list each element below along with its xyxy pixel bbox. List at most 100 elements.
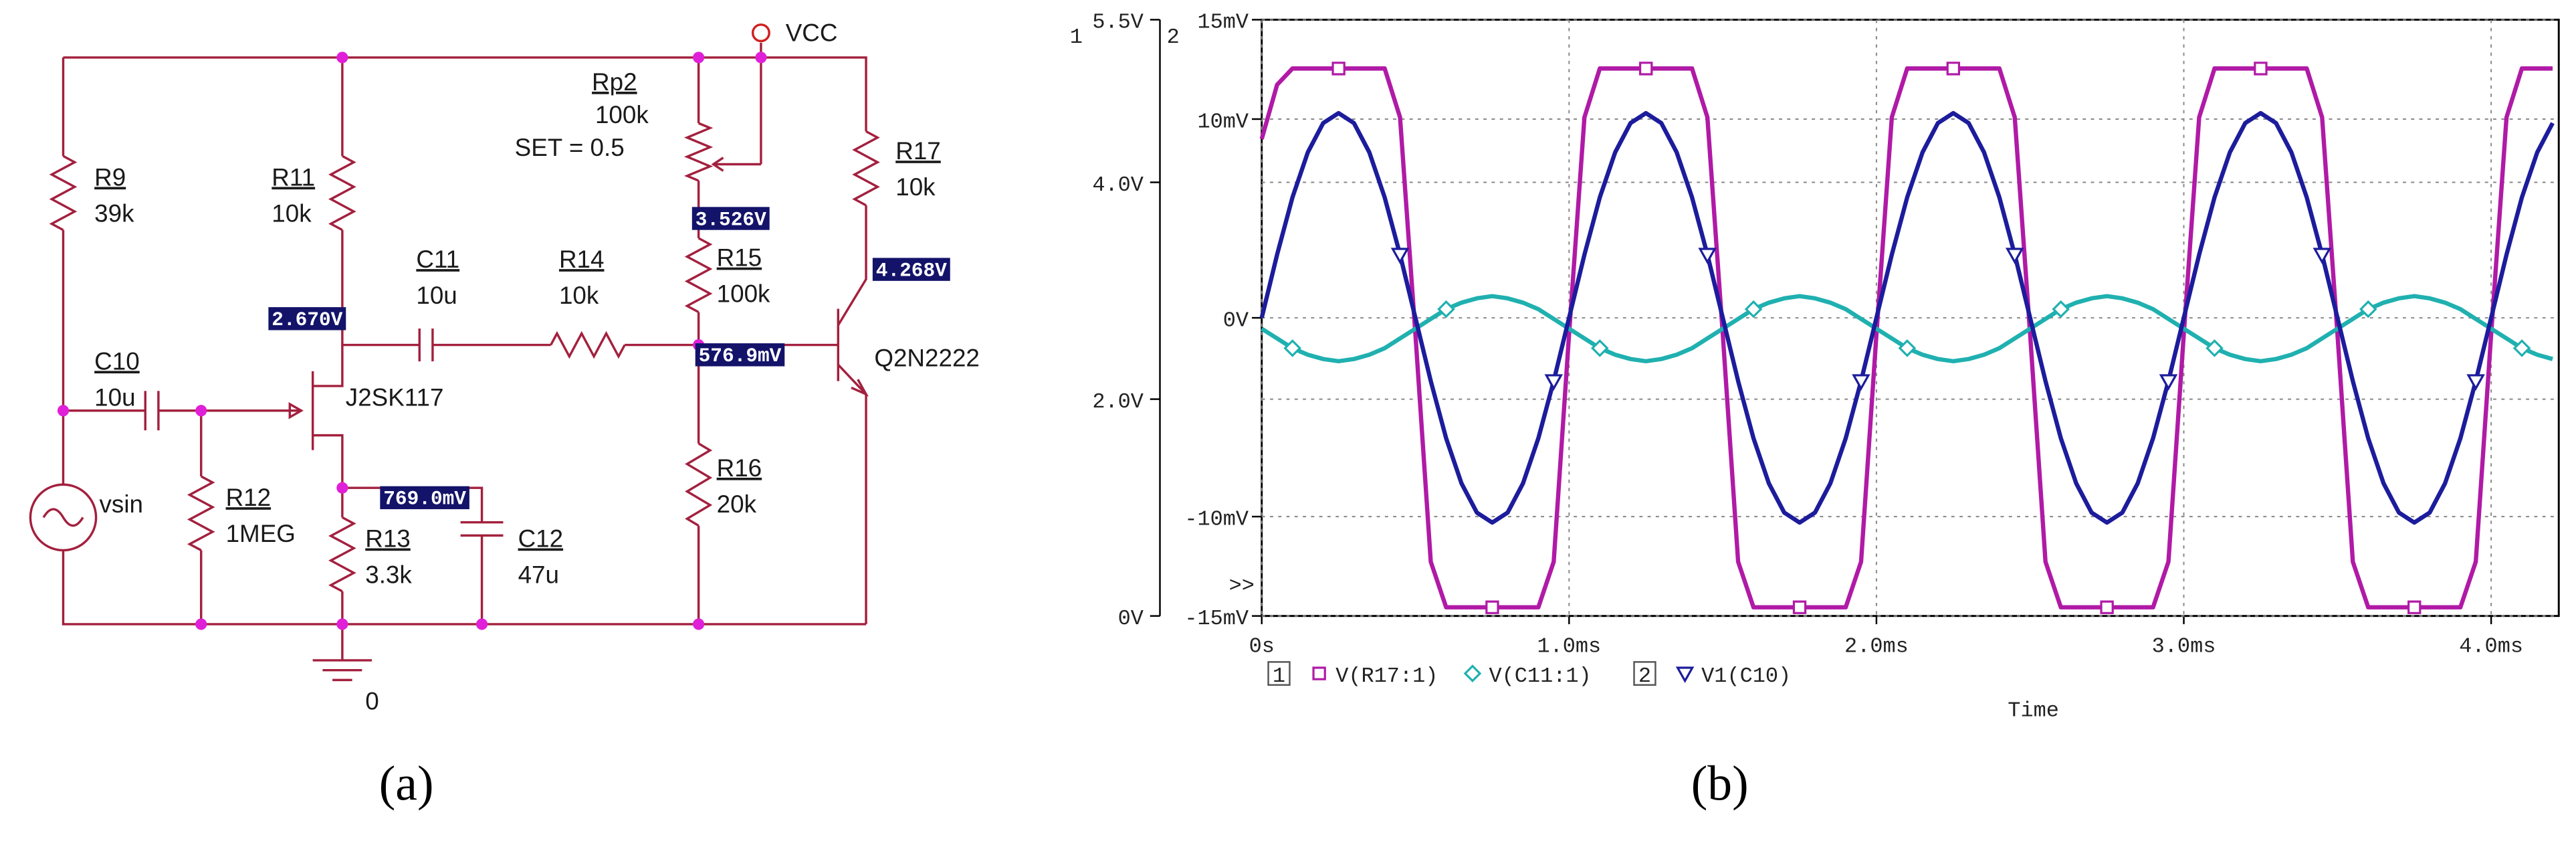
supply-label: VCC xyxy=(786,19,838,46)
source-label: vsin xyxy=(100,490,143,518)
junction xyxy=(475,618,488,630)
y-tick-label: 4.0V xyxy=(1092,173,1144,197)
legend-label: V(C11:1) xyxy=(1489,664,1591,688)
component-value: 39k xyxy=(94,199,134,227)
ground-label: 0 xyxy=(365,688,379,715)
node-voltage-box xyxy=(268,307,346,331)
y-tick-label: 5.5V xyxy=(1092,10,1144,35)
node-voltage-box xyxy=(872,258,950,281)
triangle-marker xyxy=(1544,374,1564,391)
component-ref: R9 xyxy=(94,163,126,191)
x-tick-label: 0s xyxy=(1249,634,1275,659)
diamond-marker xyxy=(2359,300,2377,318)
component-ref: R13 xyxy=(365,525,411,553)
triangle-marker xyxy=(2159,374,2178,391)
y-tick-label: 2.0V xyxy=(1092,389,1144,414)
component-ref: R15 xyxy=(717,244,762,272)
axis-id: 2 xyxy=(1167,25,1180,50)
legend-axis-id: 2 xyxy=(1638,664,1651,688)
diamond-marker xyxy=(2206,339,2224,357)
junction xyxy=(693,618,705,630)
waveform-plot: 0s 1.0ms 2.0ms 3.0ms 4.0ms 0V 2.0V 4.0V 5.5V -15m… xyxy=(1070,10,2560,723)
wire xyxy=(711,157,724,172)
wire xyxy=(851,379,869,397)
axis-id: 1 xyxy=(1070,25,1083,50)
component-ref: R12 xyxy=(226,484,272,511)
square-marker xyxy=(1331,62,1346,76)
node-voltage-box xyxy=(380,486,469,510)
component-value: 3.3k xyxy=(365,561,412,589)
voltage-source xyxy=(29,483,98,552)
component-value: 47u xyxy=(518,561,559,589)
y2-tick-label: -15mV xyxy=(1184,606,1249,631)
square-marker xyxy=(1639,62,1653,76)
square-marker xyxy=(2100,600,2114,614)
component-ref: R14 xyxy=(559,246,605,273)
node-voltage: 2.670V xyxy=(272,308,342,331)
series-line xyxy=(1259,110,2555,525)
component-ref: R16 xyxy=(717,454,762,482)
triangle-marker xyxy=(1852,374,1870,391)
component-value: 1MEG xyxy=(226,520,296,547)
triangle-marker xyxy=(2313,248,2332,264)
square-marker xyxy=(1312,666,1326,680)
resistor xyxy=(328,155,356,231)
component-value: 20k xyxy=(717,490,757,518)
x-tick-label: 1.0ms xyxy=(1537,634,1601,659)
y-tick-label: 0V xyxy=(1118,606,1144,631)
triangle-marker xyxy=(1698,248,1717,264)
legend-axis-box xyxy=(1267,661,1291,686)
series-line xyxy=(1259,66,2553,610)
wire xyxy=(312,434,344,518)
y2-tick-label: 0V xyxy=(1223,308,1249,333)
legend-axis-box xyxy=(1633,661,1656,686)
component-ref: C10 xyxy=(94,347,140,375)
component-ref: C12 xyxy=(518,525,564,553)
junction xyxy=(195,405,207,417)
y2-tick-label: 10mV xyxy=(1197,109,1249,134)
component-ref: R11 xyxy=(272,163,315,191)
resistor xyxy=(683,122,714,182)
component-value: 10k xyxy=(895,173,936,201)
node-voltage-box xyxy=(695,343,785,367)
diamond-marker xyxy=(2052,300,2070,318)
resistor xyxy=(550,331,626,359)
resistor xyxy=(187,475,215,551)
legend-label: V1(C10) xyxy=(1701,664,1791,688)
square-marker xyxy=(1792,600,1807,614)
resistor xyxy=(49,155,78,231)
overflow-mark: >> xyxy=(1229,573,1255,598)
component-ref: C11 xyxy=(416,246,459,273)
x-tick-label: 3.0ms xyxy=(2152,634,2216,659)
y2-tick-label: -10mV xyxy=(1184,506,1249,531)
component-value: 10k xyxy=(272,199,312,227)
component-value: 10u xyxy=(416,282,457,309)
component-value: 10k xyxy=(559,282,599,309)
square-marker xyxy=(1485,600,1499,614)
schematic: VCC 0 vsin J2SK117 Q2N2222 Rp2 100k SET = 0.5 R9… xyxy=(29,19,980,715)
junction xyxy=(57,405,70,417)
node-voltage: 4.268V xyxy=(876,259,947,282)
pot-setting: SET = 0.5 xyxy=(515,134,625,161)
square-marker xyxy=(1946,62,1961,76)
square-marker xyxy=(2254,62,2268,76)
node-voltage: 576.9mV xyxy=(699,345,782,367)
wire xyxy=(341,229,420,347)
resistor xyxy=(852,130,880,207)
wire xyxy=(63,56,867,132)
resistor xyxy=(685,442,713,527)
wire xyxy=(837,205,867,326)
vcc-terminal xyxy=(751,23,770,43)
wire xyxy=(837,363,867,624)
component-value: 10u xyxy=(94,383,135,411)
resistor xyxy=(328,516,356,593)
wire xyxy=(312,345,344,387)
wire xyxy=(62,550,867,626)
diamond-marker xyxy=(2512,339,2531,357)
transistor-label: Q2N2222 xyxy=(874,344,980,371)
triangle-marker xyxy=(1390,248,1410,264)
component-ref: R17 xyxy=(895,137,941,165)
legend-label: V(R17:1) xyxy=(1335,664,1438,688)
